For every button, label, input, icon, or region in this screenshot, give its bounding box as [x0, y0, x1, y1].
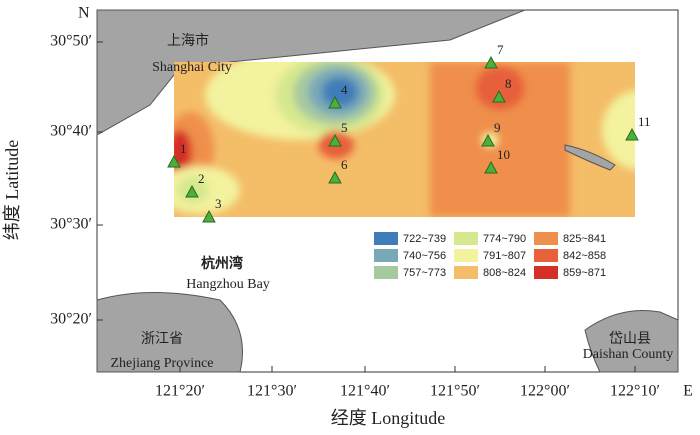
y-tick-label: 30°40′ [50, 123, 92, 140]
station-marker [328, 133, 342, 147]
station-marker [328, 170, 342, 184]
station-marker [625, 127, 639, 141]
legend-label: 740~756 [403, 250, 446, 262]
x-tick-label: 121°30′ [247, 383, 297, 400]
x-tick-label: 122°10′ [610, 383, 660, 400]
land-daishan [584, 309, 679, 373]
station-label: 9 [494, 120, 501, 135]
station-label: 6 [341, 157, 348, 172]
station-marker [484, 160, 498, 174]
station-label: 8 [505, 76, 512, 91]
station-label: 2 [198, 171, 205, 186]
legend-swatch [534, 266, 558, 279]
station-marker [202, 209, 216, 223]
station-label: 4 [341, 82, 348, 97]
legend-swatch [454, 266, 478, 279]
station-marker [185, 184, 199, 198]
station-label: 10 [497, 147, 510, 162]
station-label: 7 [497, 42, 504, 57]
station-label: 11 [638, 114, 651, 129]
legend-swatch [454, 232, 478, 245]
x-tick-label: 121°20′ [155, 383, 205, 400]
place-label: 上海市 [167, 32, 209, 49]
legend-label: 757~773 [403, 267, 446, 279]
y-axis-label: 纬度 Latitude [2, 140, 22, 240]
legend-swatch [374, 232, 398, 245]
y-tick-label: 30°50′ [50, 33, 92, 50]
land-zhejiang [96, 292, 243, 373]
place-label: Hangzhou Bay [186, 277, 270, 292]
station-label: 3 [215, 196, 222, 211]
x-tick-label: 121°50′ [430, 383, 480, 400]
legend-swatch [534, 249, 558, 262]
place-label: 浙江省 [141, 331, 183, 347]
north-label: N [78, 5, 90, 22]
y-tick-label: 30°30′ [50, 216, 92, 233]
contour-field [174, 62, 635, 217]
x-tick-label: 121°40′ [340, 383, 390, 400]
place-label: Daishan County [583, 347, 674, 362]
legend [370, 228, 612, 282]
legend-label: 842~858 [563, 250, 606, 262]
legend-label: 808~824 [483, 267, 526, 279]
station-label: 5 [341, 120, 348, 135]
place-label: 岱山县 [609, 331, 651, 347]
y-tick-label: 30°20′ [50, 311, 92, 328]
place-label: Shanghai City [152, 60, 232, 75]
x-axis-label: 经度 Longitude [331, 408, 446, 428]
legend-label: 791~807 [483, 250, 526, 262]
island [564, 144, 616, 171]
station-marker [481, 133, 495, 147]
station-marker [328, 95, 342, 109]
legend-label: 825~841 [563, 233, 606, 245]
legend-swatch [374, 249, 398, 262]
east-label: E [683, 383, 693, 400]
place-label: Zhejiang Province [110, 356, 213, 371]
legend-label: 722~739 [403, 233, 446, 245]
station-marker [167, 154, 181, 168]
legend-swatch [534, 232, 558, 245]
legend-label: 774~790 [483, 233, 526, 245]
legend-swatch [454, 249, 478, 262]
legend-swatch [374, 266, 398, 279]
station-label: 1 [180, 141, 187, 156]
x-tick-label: 122°00′ [520, 383, 570, 400]
legend-label: 859~871 [563, 267, 606, 279]
station-marker [492, 89, 506, 103]
station-marker [484, 55, 498, 69]
place-label: 杭州湾 [201, 255, 243, 272]
